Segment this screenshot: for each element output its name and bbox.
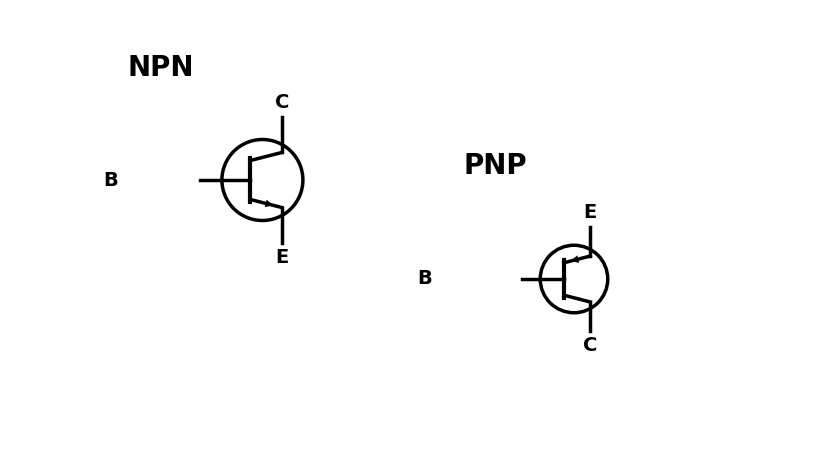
Text: PNP: PNP	[463, 153, 527, 180]
Text: C: C	[274, 93, 288, 112]
Text: NPN: NPN	[127, 54, 193, 81]
Text: C: C	[582, 336, 597, 356]
Text: B: B	[103, 171, 118, 189]
Text: B: B	[417, 270, 432, 288]
Text: E: E	[275, 248, 288, 267]
Text: E: E	[583, 202, 596, 222]
